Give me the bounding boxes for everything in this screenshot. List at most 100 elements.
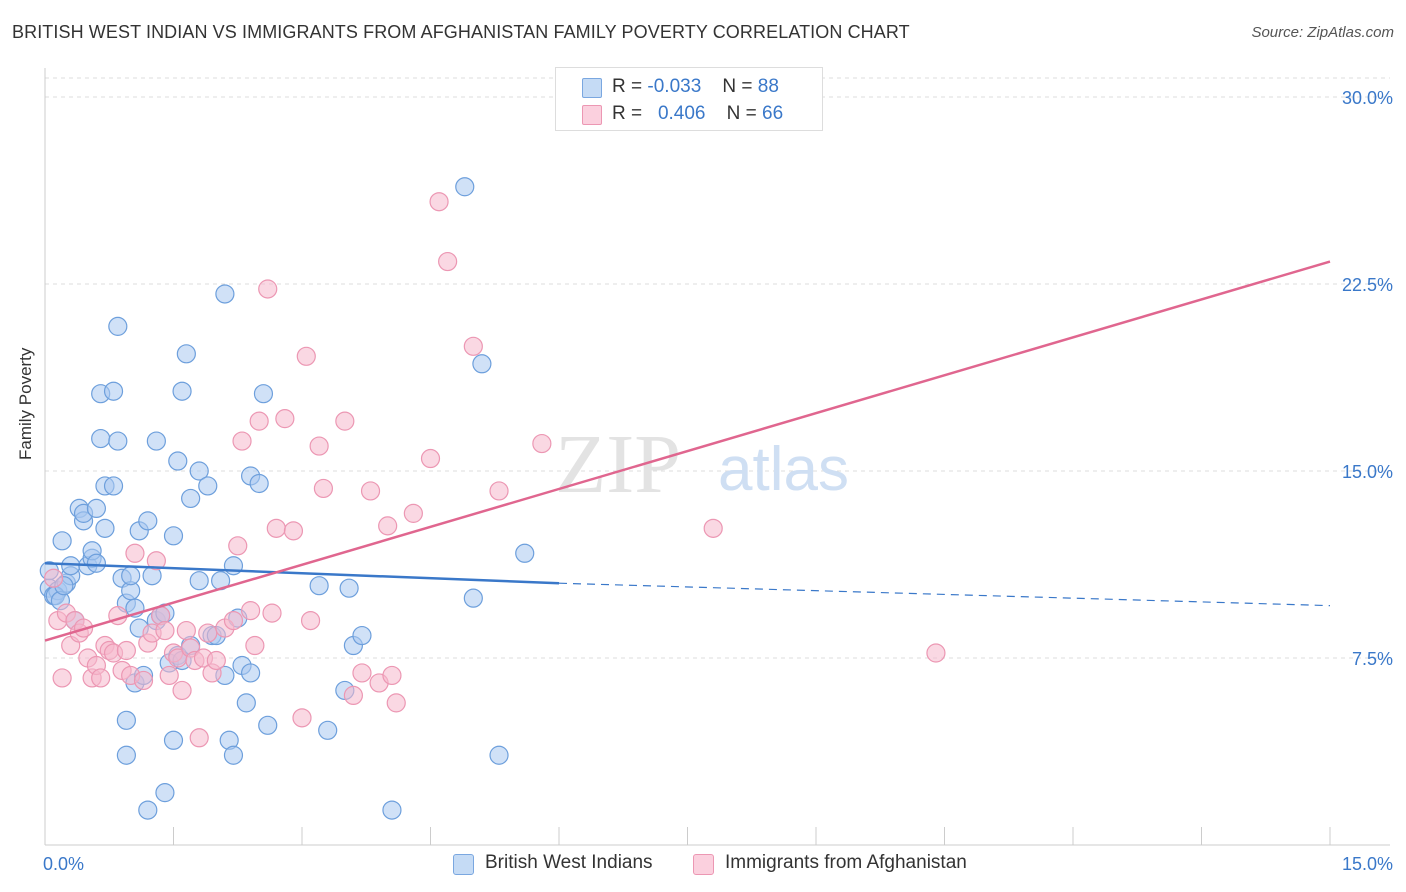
point-afghanistan (703, 518, 723, 538)
point-afghanistan (403, 503, 423, 523)
y-tick-label: 7.5% (1352, 649, 1393, 669)
watermark-atlas: atlas (718, 435, 849, 504)
trend-line-british-west-indians (44, 562, 560, 585)
point-british-west-indians (168, 451, 188, 471)
point-british-west-indians (108, 316, 128, 336)
point-afghanistan (43, 568, 64, 588)
point-british-west-indians (382, 800, 402, 820)
point-afghanistan (292, 708, 312, 728)
point-afghanistan (206, 650, 226, 671)
point-afghanistan (159, 665, 179, 686)
point-afghanistan (463, 336, 483, 356)
point-afghanistan (91, 668, 111, 688)
point-british-west-indians (163, 730, 184, 750)
point-british-west-indians (155, 783, 175, 803)
legend-n-value: 88 (757, 76, 779, 97)
point-british-west-indians (103, 381, 124, 401)
y-tick-label: 30.0% (1342, 88, 1393, 108)
point-afghanistan (266, 518, 286, 538)
point-british-west-indians (138, 800, 158, 820)
legend-n-label: N = (726, 103, 757, 124)
point-afghanistan (532, 433, 552, 454)
point-afghanistan (189, 728, 209, 748)
point-afghanistan (360, 481, 381, 501)
point-british-west-indians (339, 578, 359, 598)
y-tick-label: 22.5% (1342, 275, 1393, 295)
point-afghanistan (438, 251, 458, 272)
point-afghanistan (300, 610, 321, 631)
watermark: ZIP atlas (555, 418, 849, 511)
point-british-west-indians (352, 625, 372, 646)
point-afghanistan (420, 448, 441, 469)
point-afghanistan (378, 516, 398, 536)
point-afghanistan (309, 436, 329, 456)
x-tick-label: 0.0% (43, 854, 84, 874)
point-british-west-indians (241, 663, 261, 683)
point-british-west-indians (198, 476, 218, 496)
y-axis-label: Family Poverty (16, 347, 35, 460)
point-british-west-indians (86, 498, 107, 518)
point-afghanistan (232, 431, 252, 451)
bottom-legend-swatch-blue (453, 854, 474, 875)
point-british-west-indians (121, 566, 141, 586)
legend-swatch-blue (582, 78, 602, 98)
point-afghanistan (429, 192, 449, 212)
point-afghanistan (198, 623, 218, 643)
point-british-west-indians (176, 344, 196, 364)
legend-r-label: R = (612, 103, 643, 124)
point-afghanistan (275, 409, 295, 429)
point-afghanistan (245, 635, 265, 656)
point-british-west-indians (116, 745, 136, 765)
point-afghanistan (386, 693, 406, 713)
point-british-west-indians (309, 576, 329, 596)
legend-n-value: 66 (762, 103, 784, 124)
point-afghanistan (262, 603, 282, 623)
point-british-west-indians (515, 543, 535, 563)
point-afghanistan (489, 481, 509, 501)
point-british-west-indians (223, 745, 244, 765)
point-afghanistan (228, 536, 248, 556)
point-british-west-indians (86, 553, 107, 573)
bottom-legend-label: Immigrants from Afghanistan (725, 852, 967, 873)
point-british-west-indians (318, 720, 338, 740)
point-afghanistan (116, 640, 136, 661)
x-tick-label: 15.0% (1342, 854, 1393, 874)
legend-r-value: 0.406 (657, 103, 706, 124)
point-afghanistan (352, 663, 372, 683)
legend-n-label: N = (722, 76, 753, 97)
point-british-west-indians (215, 284, 235, 304)
point-british-west-indians (489, 745, 509, 765)
point-british-west-indians (103, 476, 124, 496)
chart-title: BRITISH WEST INDIAN VS IMMIGRANTS FROM A… (12, 22, 910, 42)
bottom-legend-label: British West Indians (485, 852, 653, 873)
y-tick-label: 15.0% (1342, 462, 1393, 482)
point-british-west-indians (189, 571, 209, 591)
point-british-west-indians (236, 693, 256, 713)
point-british-west-indians (249, 473, 269, 494)
axes (44, 68, 1390, 846)
point-afghanistan (172, 680, 192, 701)
point-afghanistan (52, 668, 72, 688)
point-afghanistan (223, 610, 244, 631)
correlation-legend: R = -0.033 N = 88 R = 0.406 N = 66 (555, 67, 823, 131)
point-british-west-indians (95, 518, 115, 538)
point-british-west-indians (163, 526, 184, 546)
chart-source: Source: ZipAtlas.com (1251, 24, 1394, 41)
point-british-west-indians (146, 431, 166, 451)
point-afghanistan (249, 411, 269, 431)
point-british-west-indians (138, 511, 158, 531)
point-afghanistan (125, 543, 145, 563)
point-british-west-indians (463, 588, 483, 608)
point-british-west-indians (258, 715, 278, 735)
point-afghanistan (926, 643, 946, 663)
bottom-legend-swatch-pink (693, 854, 714, 875)
point-afghanistan (146, 551, 166, 571)
point-british-west-indians (116, 710, 136, 730)
point-british-west-indians (253, 384, 274, 404)
legend-r-label: R = (612, 76, 643, 97)
point-british-west-indians (61, 556, 81, 576)
point-afghanistan (313, 478, 334, 499)
trend-lines (44, 260, 1331, 642)
point-afghanistan (335, 411, 355, 431)
